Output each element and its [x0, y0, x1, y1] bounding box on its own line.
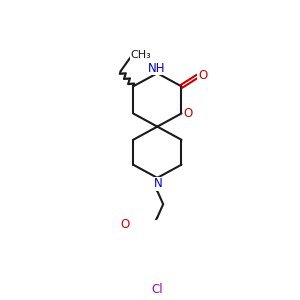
- Text: N: N: [154, 177, 162, 190]
- Text: CH₃: CH₃: [130, 50, 151, 60]
- Text: O: O: [198, 69, 207, 82]
- Text: O: O: [121, 218, 130, 231]
- Text: O: O: [183, 107, 193, 120]
- Text: Cl: Cl: [152, 283, 163, 296]
- Text: NH: NH: [148, 61, 165, 75]
